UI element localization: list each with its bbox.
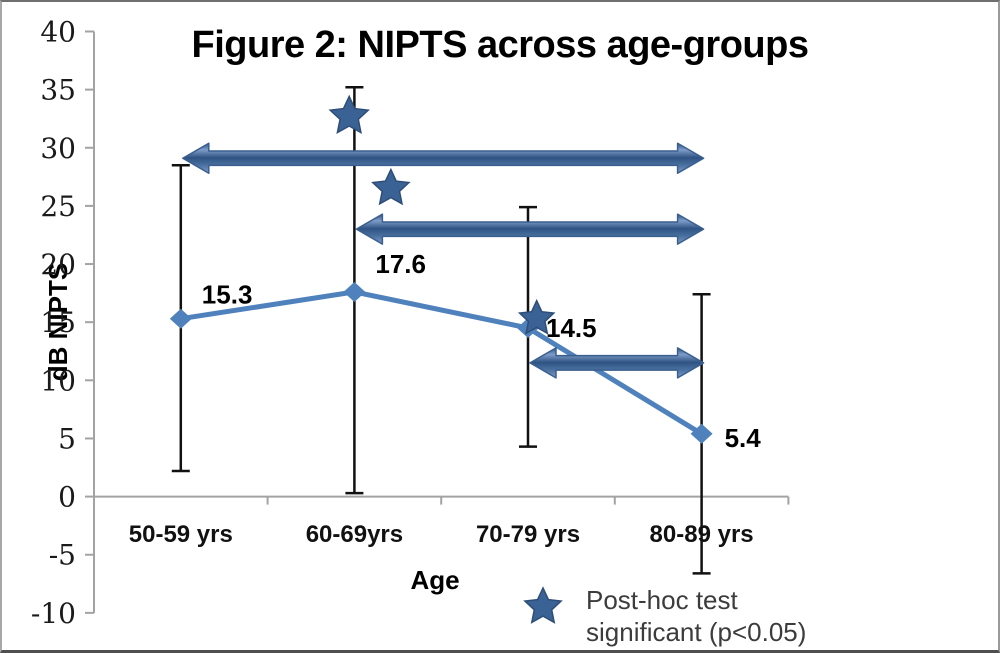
x-tick-label: 60-69yrs [306, 521, 403, 548]
significance-star-icon [517, 298, 556, 335]
significance-arrow [529, 347, 705, 379]
y-tick-label: 10 [40, 364, 76, 397]
legend: Post-hoc test significant (p<0.05) [522, 584, 806, 648]
y-tick-label: -10 [31, 597, 76, 630]
data-point [169, 308, 192, 329]
x-tick-label: 50-59 yrs [129, 521, 233, 548]
y-tick-label: 20 [40, 248, 76, 281]
y-tick-label: 30 [40, 132, 76, 165]
y-tick-label: 25 [40, 190, 76, 223]
y-tick-label: -5 [49, 539, 76, 572]
data-point [690, 423, 713, 444]
significance-star-icon [523, 586, 563, 624]
legend-label-line2: significant (p<0.05) [586, 617, 807, 647]
data-label: 14.5 [546, 313, 597, 343]
y-tick-label: 0 [58, 481, 76, 514]
y-tick-label: 15 [40, 306, 76, 339]
data-label: 17.6 [375, 249, 426, 279]
data-line [180, 289, 703, 436]
significance-arrow [182, 142, 705, 174]
legend-label-line1: Post-hoc test [586, 585, 738, 615]
x-tick-label: 70-79 yrs [476, 521, 580, 548]
data-label: 15.3 [202, 280, 253, 310]
data-label: 5.4 [725, 423, 762, 453]
significance-arrow [355, 213, 705, 245]
chart-title: Figure 2: NIPTS across age-groups [191, 24, 809, 66]
significance-star-icon [371, 167, 411, 206]
data-point [343, 281, 366, 302]
y-tick-label: 35 [40, 74, 76, 107]
significance-star-icon [328, 94, 370, 134]
y-tick-label: 40 [40, 15, 76, 48]
legend-label: Post-hoc test significant (p<0.05) [586, 584, 806, 648]
y-tick-label: 5 [58, 422, 76, 455]
x-axis-title: Age [410, 565, 460, 595]
